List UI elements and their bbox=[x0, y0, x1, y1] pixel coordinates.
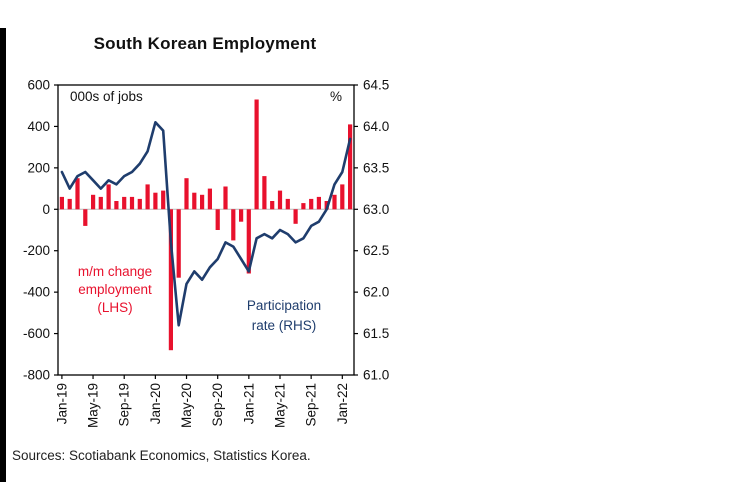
svg-text:-600: -600 bbox=[23, 326, 50, 341]
svg-text:Jan-21: Jan-21 bbox=[241, 383, 256, 424]
bar bbox=[114, 201, 119, 210]
svg-text:May-20: May-20 bbox=[179, 383, 194, 428]
svg-text:May-19: May-19 bbox=[86, 383, 101, 428]
svg-text:-800: -800 bbox=[23, 368, 50, 383]
bar bbox=[239, 209, 244, 222]
bar bbox=[122, 196, 127, 210]
bar bbox=[59, 196, 64, 210]
svg-text:Sep-21: Sep-21 bbox=[304, 383, 319, 427]
bar bbox=[184, 178, 189, 210]
bar bbox=[246, 209, 251, 274]
page-left-border bbox=[0, 28, 6, 482]
bar bbox=[200, 194, 205, 210]
bar bbox=[332, 194, 337, 210]
svg-text:rate (RHS): rate (RHS) bbox=[252, 318, 317, 333]
left-axis-unit-label: 000s of jobs bbox=[70, 89, 143, 104]
svg-text:64.0: 64.0 bbox=[363, 119, 389, 134]
chart-title: South Korean Employment bbox=[93, 34, 317, 53]
bar bbox=[168, 209, 173, 351]
svg-text:400: 400 bbox=[27, 119, 50, 134]
svg-text:employment: employment bbox=[78, 282, 152, 297]
bar bbox=[223, 186, 228, 210]
svg-text:63.5: 63.5 bbox=[363, 160, 389, 175]
bar bbox=[192, 192, 197, 210]
line-series-label: Participation rate (RHS) bbox=[247, 298, 321, 333]
svg-text:Jan-22: Jan-22 bbox=[335, 383, 350, 424]
bar bbox=[254, 99, 259, 210]
bar bbox=[215, 209, 220, 230]
bar bbox=[106, 184, 111, 210]
svg-text:61.0: 61.0 bbox=[363, 368, 389, 383]
bar bbox=[301, 203, 306, 210]
bar bbox=[293, 209, 298, 224]
bar bbox=[309, 198, 314, 210]
bar bbox=[83, 209, 88, 226]
svg-text:-400: -400 bbox=[23, 285, 50, 300]
bar bbox=[153, 192, 158, 210]
bar bbox=[137, 198, 142, 210]
svg-text:600: 600 bbox=[27, 78, 50, 93]
bar bbox=[316, 196, 321, 210]
svg-text:63.0: 63.0 bbox=[363, 202, 389, 217]
bar bbox=[75, 178, 80, 210]
bar bbox=[340, 184, 345, 210]
bar-series-label: m/m change employment (LHS) bbox=[78, 264, 152, 315]
svg-text:200: 200 bbox=[27, 160, 50, 175]
svg-text:62.5: 62.5 bbox=[363, 243, 389, 258]
svg-text:Sep-19: Sep-19 bbox=[117, 383, 132, 427]
svg-text:62.0: 62.0 bbox=[363, 285, 389, 300]
bar bbox=[129, 196, 135, 210]
bar bbox=[98, 196, 103, 210]
sources-note: Sources: Scotiabank Economics, Statistic… bbox=[12, 448, 311, 463]
right-axis-ticks: 61.0 61.5 62.0 62.5 63.0 63.5 64.0 64.5 bbox=[354, 78, 389, 383]
svg-text:May-21: May-21 bbox=[273, 383, 288, 428]
svg-text:0: 0 bbox=[42, 202, 50, 217]
svg-text:-200: -200 bbox=[23, 243, 50, 258]
line-participation-rate bbox=[60, 120, 352, 327]
bar bbox=[161, 190, 166, 210]
svg-text:Sep-20: Sep-20 bbox=[210, 383, 225, 427]
svg-text:64.5: 64.5 bbox=[363, 78, 389, 93]
employment-chart: -800 -600 -400 -200 0 200 400 600 61.0 61.5 62.0 62… bbox=[23, 78, 389, 429]
plot-border bbox=[57, 84, 355, 376]
bar bbox=[285, 198, 290, 210]
bar bbox=[262, 176, 267, 210]
bar bbox=[91, 194, 96, 210]
bar bbox=[270, 201, 275, 210]
bar bbox=[176, 209, 181, 278]
svg-text:Jan-19: Jan-19 bbox=[54, 383, 69, 424]
svg-text:m/m change: m/m change bbox=[78, 264, 152, 279]
svg-text:Participation: Participation bbox=[247, 298, 321, 313]
left-axis-ticks: -800 -600 -400 -200 0 200 400 600 bbox=[23, 78, 58, 383]
svg-text:61.5: 61.5 bbox=[363, 326, 389, 341]
bar bbox=[145, 184, 150, 210]
svg-text:Jan-20: Jan-20 bbox=[148, 383, 163, 424]
bar bbox=[277, 190, 283, 210]
x-axis-ticks: Jan-19 May-19 Sep-19 Jan-20 May-20 Sep-20 Jan-… bbox=[54, 375, 350, 428]
svg-text:(LHS): (LHS) bbox=[97, 300, 132, 315]
right-axis-unit-label: % bbox=[330, 89, 342, 104]
bar bbox=[67, 198, 72, 210]
bar bbox=[231, 209, 236, 241]
bar bbox=[207, 188, 212, 210]
bar bbox=[348, 124, 353, 210]
